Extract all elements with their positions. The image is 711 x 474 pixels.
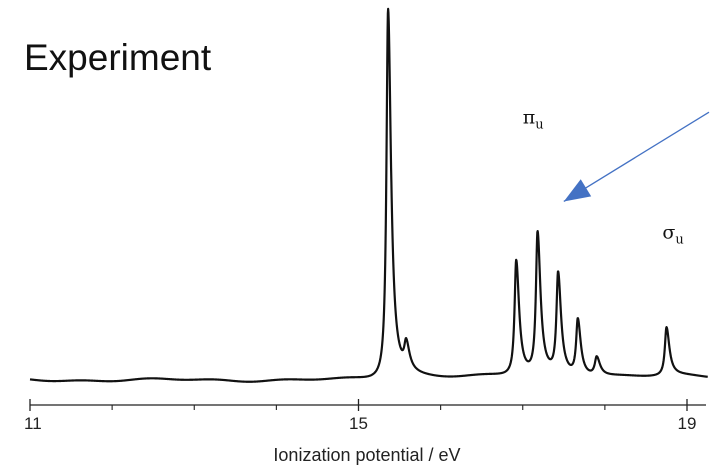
annotation-arrow-line <box>563 111 710 202</box>
chart-title: Experiment <box>24 37 212 78</box>
peak-label-σu: σu <box>662 222 683 248</box>
x-axis-title: Ionization potential / eV <box>273 445 460 465</box>
peak-label-πu: πu <box>523 106 544 132</box>
x-tick-label: 19 <box>678 414 697 433</box>
spectrum-line <box>29 7 709 383</box>
x-tick-label: 11 <box>24 414 42 433</box>
annotation-arrow-head <box>563 179 592 202</box>
x-tick-label: 15 <box>349 414 368 433</box>
plot-area: σgπuσu <box>29 7 710 383</box>
x-axis: 11 15 19 <box>24 399 706 433</box>
